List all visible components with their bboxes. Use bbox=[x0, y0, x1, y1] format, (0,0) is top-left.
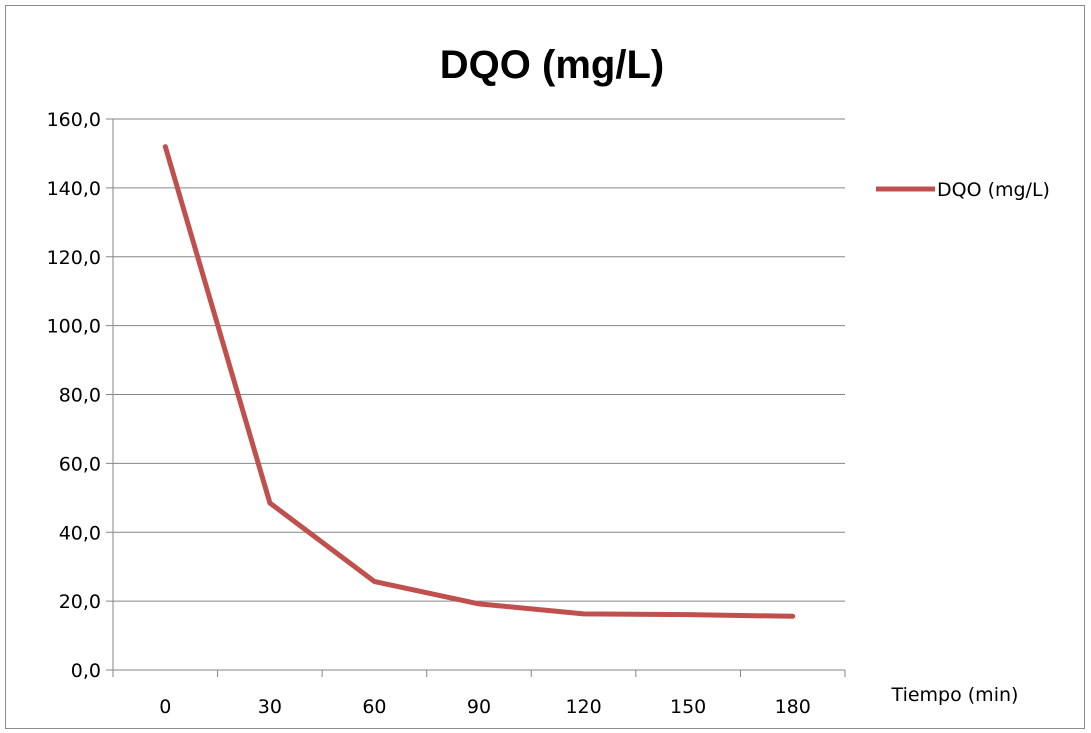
chart-title: DQO (mg/L) bbox=[440, 43, 664, 87]
axes bbox=[106, 118, 846, 677]
x-tick-label: 120 bbox=[565, 696, 601, 718]
y-tick-label: 160,0 bbox=[47, 109, 101, 131]
x-tick-label: 60 bbox=[362, 696, 386, 718]
x-tick-label: 0 bbox=[159, 696, 171, 718]
y-tick-label: 20,0 bbox=[59, 591, 101, 613]
x-tick-label: 180 bbox=[775, 696, 811, 718]
y-tick-label: 80,0 bbox=[59, 385, 101, 407]
series-lines bbox=[162, 144, 796, 619]
gridlines bbox=[113, 118, 845, 602]
y-tick-label: 100,0 bbox=[47, 316, 101, 338]
x-axis-tick-labels: 0 30 60 90 120 150 180 bbox=[159, 696, 811, 718]
y-tick-label: 0,0 bbox=[71, 660, 101, 682]
x-axis-title: Tiempo (min) bbox=[891, 684, 1019, 706]
x-tick-label: 150 bbox=[670, 696, 706, 718]
y-axis-tick-labels: 0,0 20,0 40,0 60,0 80,0 100,0 120,0 140,0 160,0 bbox=[47, 109, 101, 682]
y-tick-label: 140,0 bbox=[47, 178, 101, 200]
x-tick-label: 90 bbox=[467, 696, 491, 718]
y-tick-label: 120,0 bbox=[47, 247, 101, 269]
legend-label: DQO (mg/L) bbox=[937, 179, 1050, 201]
legend: DQO (mg/L) bbox=[876, 179, 1050, 201]
series-line bbox=[162, 144, 796, 619]
y-tick-label: 40,0 bbox=[59, 522, 101, 544]
y-tick-label: 60,0 bbox=[59, 453, 101, 475]
x-tick-label: 30 bbox=[258, 696, 282, 718]
